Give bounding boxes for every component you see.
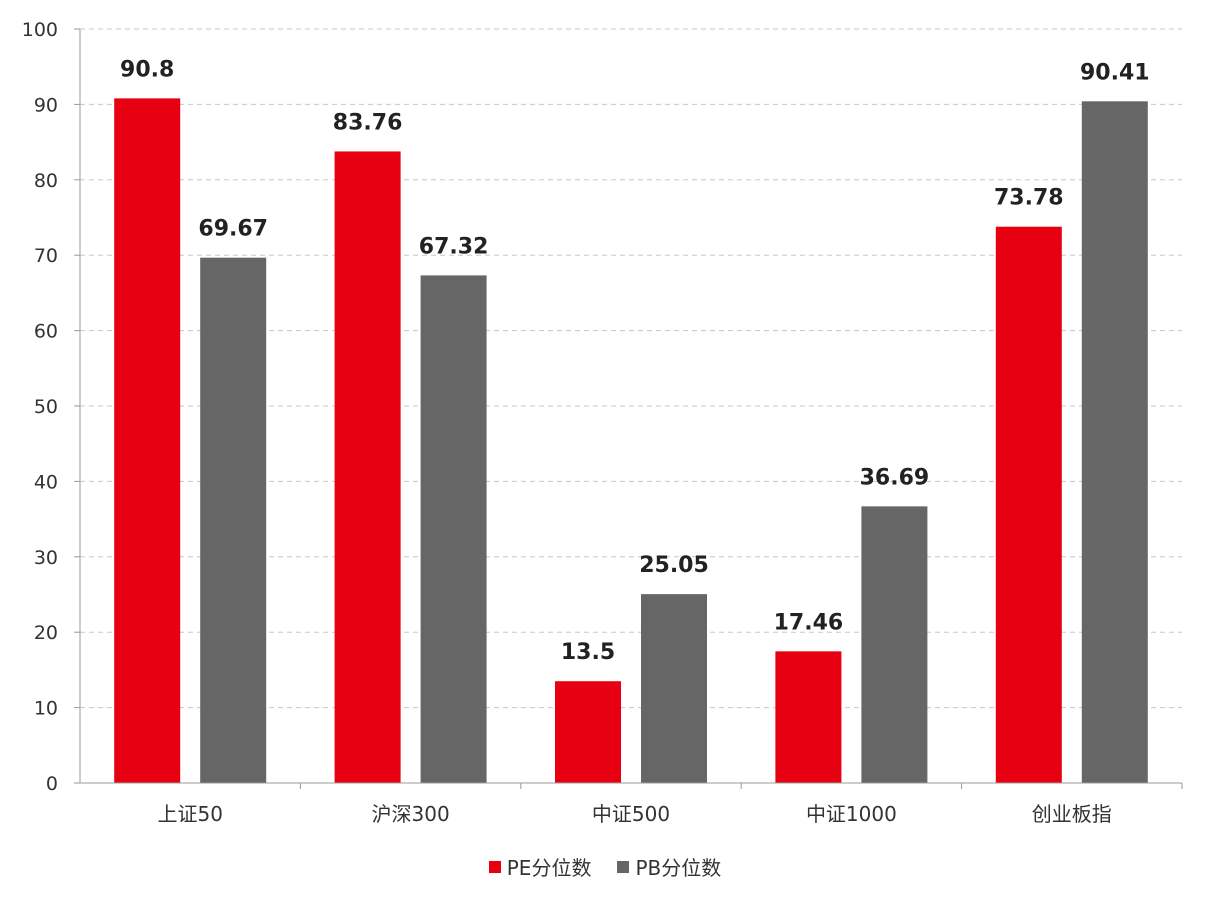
bar-pe (775, 651, 842, 783)
y-tick-label: 0 (46, 773, 58, 795)
y-tick-label: 90 (34, 94, 58, 116)
bar-pe (114, 98, 181, 784)
y-tick-label: 100 (22, 19, 58, 41)
bar-pe (555, 681, 621, 783)
legend: PE分位数 PB分位数 (0, 852, 1210, 881)
legend-item-pe: PE分位数 (488, 852, 592, 881)
x-category-label: 创业板指 (1032, 802, 1112, 826)
data-label-pe: 83.76 (333, 110, 403, 135)
data-label-pb: 25.05 (639, 553, 709, 578)
data-label-pe: 73.78 (994, 186, 1064, 211)
y-tick-label: 30 (34, 547, 58, 569)
data-label-pe: 13.5 (561, 640, 615, 665)
y-tick-label: 40 (34, 471, 58, 493)
y-tick-label: 70 (34, 245, 58, 267)
y-tick-label: 10 (34, 698, 58, 720)
legend-label-pe: PE分位数 (506, 856, 592, 880)
bar-pe (995, 226, 1062, 784)
y-axis: 0 10 20 30 40 50 60 70 80 90 100 (22, 19, 81, 795)
y-tick-label: 50 (34, 396, 58, 418)
data-label-pb: 69.67 (198, 217, 268, 242)
y-tick-label: 20 (34, 622, 58, 644)
x-category-label: 中证1000 (806, 802, 897, 826)
y-tick-label: 60 (34, 321, 58, 343)
legend-label-pb: PB分位数 (635, 856, 722, 880)
data-label-pb: 90.41 (1080, 60, 1150, 85)
data-label-pb: 36.69 (860, 465, 930, 490)
data-label-pe: 90.8 (120, 57, 174, 82)
bar-pb (200, 257, 267, 783)
legend-swatch-pb (617, 860, 630, 873)
bar-pb (861, 506, 928, 783)
bars (114, 98, 1148, 784)
data-label-pe: 17.46 (774, 610, 844, 635)
legend-item-pb: PB分位数 (617, 852, 721, 881)
x-axis: 上证50 沪深300 中证500 中证1000 创业板指 (80, 782, 1183, 826)
x-category-label: 中证500 (592, 802, 670, 826)
bar-pb (641, 594, 707, 783)
legend-swatch-pe (488, 860, 501, 873)
x-category-label: 上证50 (157, 802, 222, 826)
bar-pb (420, 275, 487, 783)
y-tick-label: 80 (34, 170, 58, 192)
x-category-label: 沪深300 (372, 802, 450, 826)
data-label-pb: 67.32 (419, 234, 489, 259)
bar-pb (1081, 101, 1148, 784)
data-labels: 90.8 69.67 83.76 67.32 13.5 25.05 17.46 36.69 73… (120, 57, 1150, 665)
bar-pe (334, 151, 401, 784)
